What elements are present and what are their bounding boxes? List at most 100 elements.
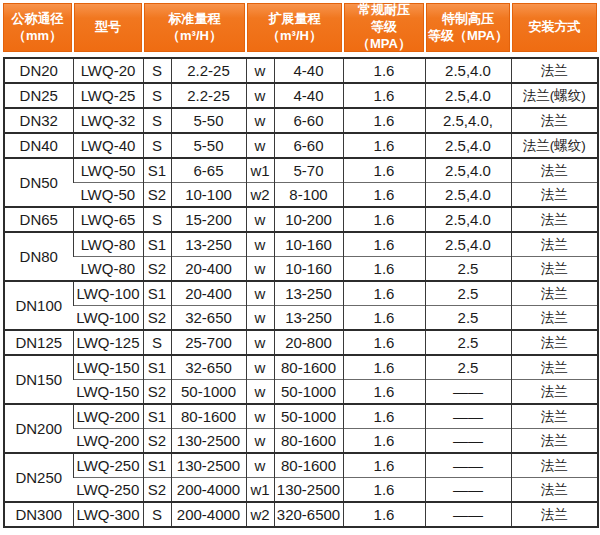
cell-s-code: S bbox=[143, 502, 171, 527]
header-standard-range: 标准量程 （m³/H） bbox=[144, 3, 245, 52]
cell-w-code: w1 bbox=[246, 158, 274, 183]
cell-install: 法兰 bbox=[511, 355, 598, 380]
cell-pressure: 1.6 bbox=[343, 429, 425, 454]
cell-pressure: 1.6 bbox=[343, 355, 425, 380]
table-row: DN32LWQ-32S5-50w6-601.62.5,4.0,法兰 bbox=[4, 108, 598, 133]
table-row: DN40LWQ-40S5-50w6-601.62.5,4.0法兰(螺纹) bbox=[4, 133, 598, 158]
cell-high-pressure: 2.5 bbox=[425, 330, 511, 355]
cell-ext-range: 10-200 bbox=[274, 207, 343, 232]
cell-model: LWQ-50 bbox=[73, 158, 143, 183]
cell-install: 法兰 bbox=[511, 330, 598, 355]
cell-std-range: 15-200 bbox=[171, 207, 246, 232]
cell-pressure: 1.6 bbox=[343, 83, 425, 108]
cell-install: 法兰 bbox=[511, 478, 598, 503]
table-header-row: 公称通径 （mm） 型号 标准量程 （m³/H） 扩展量程 （m³/H） 常规耐… bbox=[3, 3, 597, 52]
cell-std-range: 200-4000 bbox=[171, 478, 246, 503]
cell-s-code: S bbox=[143, 58, 171, 83]
cell-dn: DN125 bbox=[4, 330, 73, 355]
cell-pressure: 1.6 bbox=[343, 380, 425, 405]
header-high-pressure-rating: 特制高压 等级（MPA） bbox=[426, 3, 510, 52]
cell-std-range: 130-2500 bbox=[171, 429, 246, 454]
cell-model: LWQ-125 bbox=[73, 330, 143, 355]
cell-ext-range: 130-2500 bbox=[274, 478, 343, 503]
cell-pressure: 1.6 bbox=[343, 404, 425, 429]
header-extended-range: 扩展量程 （m³/H） bbox=[247, 3, 342, 52]
cell-model: LWQ-80 bbox=[73, 232, 143, 257]
cell-pressure: 1.6 bbox=[343, 207, 425, 232]
table-row: DN100LWQ-100S120-400w13-2501.62.5法兰 bbox=[4, 281, 598, 306]
cell-high-pressure: —— bbox=[425, 478, 511, 503]
cell-s-code: S1 bbox=[143, 232, 171, 257]
cell-ext-range: 13-250 bbox=[274, 306, 343, 331]
cell-ext-range: 4-40 bbox=[274, 58, 343, 83]
cell-model: LWQ-20 bbox=[73, 58, 143, 83]
cell-w-code: w bbox=[246, 429, 274, 454]
cell-install: 法兰 bbox=[511, 380, 598, 405]
cell-s-code: S2 bbox=[143, 478, 171, 503]
cell-w-code: w bbox=[246, 58, 274, 83]
table-row: DN25LWQ-25S2.2-25w4-401.62.5,4.0法兰(螺纹) bbox=[4, 83, 598, 108]
cell-std-range: 5-50 bbox=[171, 133, 246, 158]
cell-dn: DN32 bbox=[4, 108, 73, 133]
spec-table-grid: DN20LWQ-20S2.2-25w4-401.62.5,4.0法兰DN25LW… bbox=[3, 57, 599, 528]
cell-std-range: 20-400 bbox=[171, 281, 246, 306]
cell-std-range: 32-650 bbox=[171, 306, 246, 331]
cell-ext-range: 80-1600 bbox=[274, 453, 343, 478]
cell-pressure: 1.6 bbox=[343, 257, 425, 282]
cell-ext-range: 10-160 bbox=[274, 257, 343, 282]
cell-high-pressure: 2.5 bbox=[425, 281, 511, 306]
table-row: DN150LWQ-150S132-650w80-16001.62.5法兰 bbox=[4, 355, 598, 380]
cell-w-code: w bbox=[246, 232, 274, 257]
cell-install: 法兰 bbox=[511, 453, 598, 478]
cell-high-pressure: 2.5,4.0 bbox=[425, 232, 511, 257]
header-installation: 安装方式 bbox=[512, 3, 597, 52]
cell-w-code: w2 bbox=[246, 502, 274, 527]
cell-w-code: w bbox=[246, 281, 274, 306]
cell-model: LWQ-100 bbox=[73, 281, 143, 306]
cell-dn: DN300 bbox=[4, 502, 73, 527]
cell-w-code: w bbox=[246, 404, 274, 429]
table-row: DN65LWQ-65S15-200w10-2001.62.5,4.0法兰 bbox=[4, 207, 598, 232]
cell-high-pressure: 2.5,4.0 bbox=[425, 158, 511, 183]
header-pressure-rating: 常规耐压 等级（MPA） bbox=[344, 3, 424, 52]
cell-high-pressure: —— bbox=[425, 404, 511, 429]
cell-ext-range: 5-70 bbox=[274, 158, 343, 183]
cell-s-code: S2 bbox=[143, 429, 171, 454]
cell-high-pressure: 2.5 bbox=[425, 355, 511, 380]
table-row: DN50LWQ-50S16-65w15-701.62.5,4.0法兰 bbox=[4, 158, 598, 183]
cell-install: 法兰 bbox=[511, 108, 598, 133]
table-row: DN125LWQ-125S25-700w20-8001.62.5法兰 bbox=[4, 330, 598, 355]
cell-high-pressure: —— bbox=[425, 453, 511, 478]
cell-high-pressure: 2.5 bbox=[425, 257, 511, 282]
cell-pressure: 1.6 bbox=[343, 478, 425, 503]
cell-pressure: 1.6 bbox=[343, 502, 425, 527]
cell-install: 法兰 bbox=[511, 183, 598, 208]
cell-s-code: S1 bbox=[143, 453, 171, 478]
cell-pressure: 1.6 bbox=[343, 453, 425, 478]
cell-model: LWQ-200 bbox=[73, 404, 143, 429]
cell-ext-range: 8-100 bbox=[274, 183, 343, 208]
cell-std-range: 2.2-25 bbox=[171, 83, 246, 108]
cell-install: 法兰 bbox=[511, 306, 598, 331]
cell-w-code: w bbox=[246, 108, 274, 133]
cell-high-pressure: 2.5,4.0 bbox=[425, 83, 511, 108]
header-model: 型号 bbox=[74, 3, 142, 52]
cell-s-code: S2 bbox=[143, 183, 171, 208]
cell-std-range: 130-2500 bbox=[171, 453, 246, 478]
table-row: LWQ-100S232-650w13-2501.62.5法兰 bbox=[4, 306, 598, 331]
cell-w-code: w bbox=[246, 355, 274, 380]
spec-table-body: DN20LWQ-20S2.2-25w4-401.62.5,4.0法兰DN25LW… bbox=[4, 58, 598, 527]
cell-model: LWQ-250 bbox=[73, 453, 143, 478]
cell-w-code: w bbox=[246, 453, 274, 478]
cell-ext-range: 4-40 bbox=[274, 83, 343, 108]
cell-pressure: 1.6 bbox=[343, 183, 425, 208]
cell-high-pressure: 2.5,4.0, bbox=[425, 108, 511, 133]
cell-w-code: w1 bbox=[246, 478, 274, 503]
cell-ext-range: 13-250 bbox=[274, 281, 343, 306]
cell-ext-range: 10-160 bbox=[274, 232, 343, 257]
cell-w-code: w2 bbox=[246, 183, 274, 208]
cell-w-code: w bbox=[246, 133, 274, 158]
cell-pressure: 1.6 bbox=[343, 232, 425, 257]
cell-s-code: S bbox=[143, 108, 171, 133]
table-row: DN80LWQ-80S113-250w10-1601.62.5,4.0法兰 bbox=[4, 232, 598, 257]
